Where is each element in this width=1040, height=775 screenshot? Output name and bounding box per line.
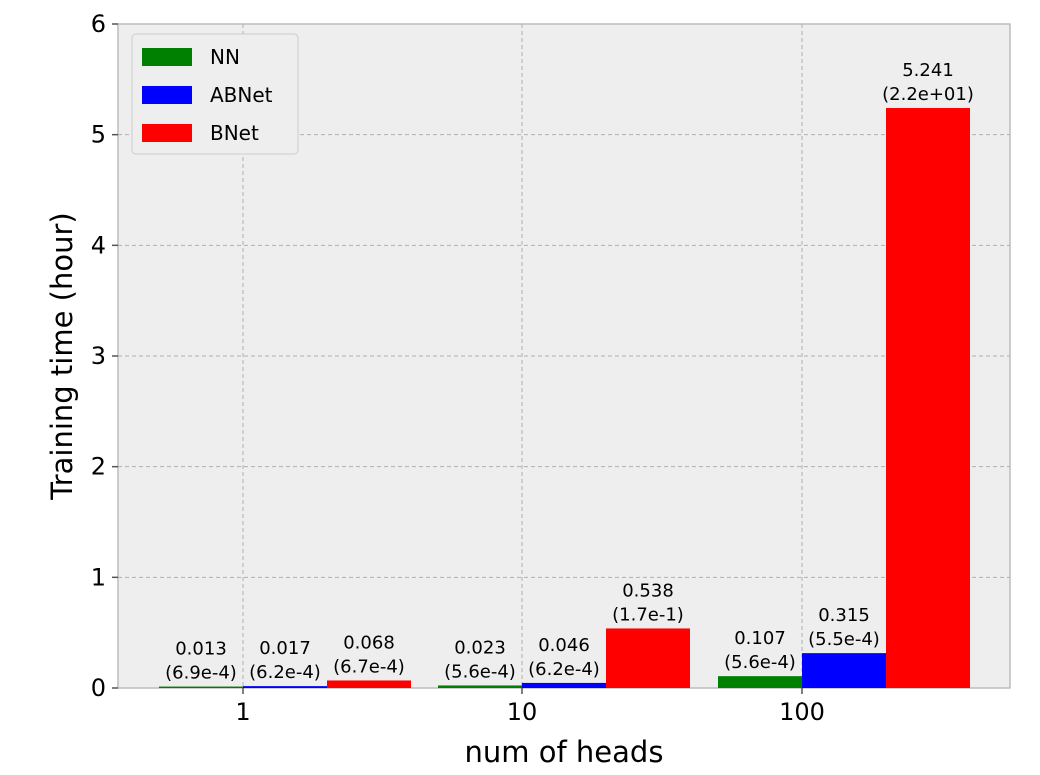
bar-std-label: (5.6e-4) — [724, 652, 796, 673]
bars — [159, 107, 970, 689]
bar-std-label: (2.2e+01) — [882, 84, 974, 105]
y-tick-label: 5 — [91, 121, 106, 149]
bar-value-label: 0.538 — [622, 580, 674, 601]
bar-value-label: 0.107 — [734, 628, 786, 649]
bar-abnet-100 — [802, 653, 886, 688]
bar-abnet-1 — [243, 686, 327, 688]
legend-swatch-abnet — [142, 86, 192, 104]
bar-value-label: 5.241 — [902, 60, 954, 81]
bar-value-label: 0.013 — [175, 639, 227, 660]
bar-value-label: 0.017 — [259, 638, 311, 659]
legend-swatch-bnet — [142, 124, 192, 142]
y-tick-label: 1 — [91, 563, 106, 591]
legend: NN ABNet BNet — [131, 33, 299, 155]
bar-std-label: (5.6e-4) — [444, 661, 516, 682]
x-axis-label: num of heads — [465, 735, 664, 769]
legend-label-nn: NN — [210, 45, 240, 69]
legend-label-bnet: BNet — [210, 121, 259, 145]
bar-std-label: (6.9e-4) — [165, 663, 237, 684]
bar-value-label: 0.046 — [538, 635, 590, 656]
y-tick-label: 4 — [91, 231, 106, 259]
bar-bnet-1 — [327, 680, 411, 688]
bar-bnet-100 — [886, 107, 970, 689]
legend-label-abnet: ABNet — [210, 83, 273, 107]
legend-swatch-nn — [142, 48, 192, 66]
y-tick-label: 2 — [91, 453, 106, 481]
bar-nn-1 — [159, 686, 243, 688]
bar-value-label: 0.315 — [818, 605, 870, 626]
axes: 0 1 2 3 4 5 6 1 10 100 — [91, 10, 825, 726]
bar-nn-100 — [718, 676, 802, 688]
x-tick-label: 10 — [507, 698, 538, 726]
y-tick-label: 3 — [91, 342, 106, 370]
grid — [118, 24, 1010, 688]
bar-std-label: (6.2e-4) — [249, 662, 321, 683]
y-tick-label: 0 — [91, 674, 106, 702]
bar-std-label: (1.7e-1) — [612, 604, 684, 625]
bar-std-label: (6.2e-4) — [528, 659, 600, 680]
x-tick-label: 1 — [235, 698, 250, 726]
data-labels: 0.013 (6.9e-4) 0.023 (5.6e-4) 0.107 (5.6e-4) 0… — [165, 60, 974, 684]
bar-value-label: 0.023 — [454, 637, 506, 658]
bar-nn-10 — [438, 685, 522, 688]
bar-bnet-10 — [606, 628, 690, 688]
bar-abnet-10 — [522, 682, 606, 688]
y-tick-label: 6 — [91, 10, 106, 38]
bar-value-label: 0.068 — [343, 632, 395, 653]
x-tick-label: 100 — [779, 698, 825, 726]
y-axis-label: Training time (hour) — [45, 212, 79, 500]
bar-std-label: (6.7e-4) — [333, 656, 405, 677]
bar-std-label: (5.5e-4) — [808, 629, 880, 650]
